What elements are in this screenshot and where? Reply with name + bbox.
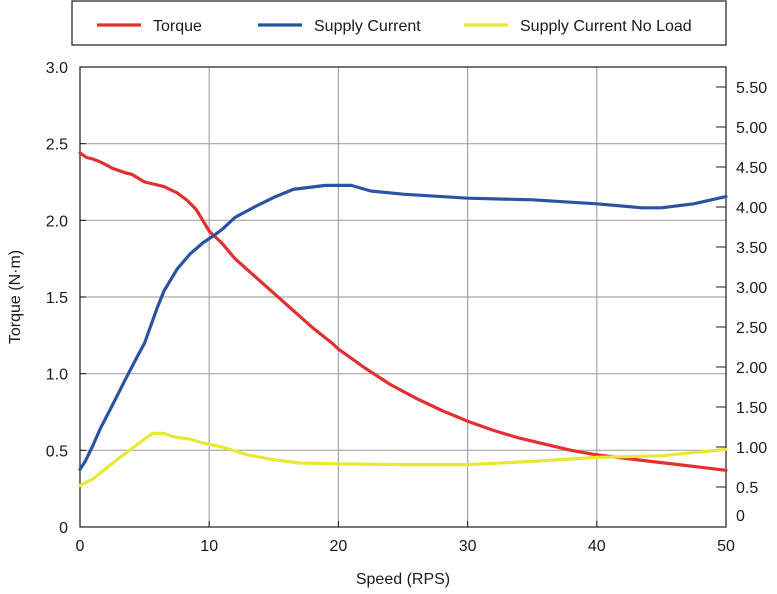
axes: 0 10 20 30 40 5000.51.01.52.02.53.000.51.001.… [46,60,767,555]
y-tick-label: 2.0 [46,213,68,230]
series-layer [78,151,728,487]
y-tick-label: 1.5 [46,290,68,307]
legend: Torque Supply Current Supply Current No Lo… [71,0,727,46]
y2-tick-label: 4.50 [736,160,767,177]
legend-box [71,0,727,46]
series-line-torque [78,151,728,472]
x-tick-label: 50 [717,538,735,555]
x-axis-title: Speed (RPS) [356,571,450,588]
x-tick-label: 40 [588,538,606,555]
x-tick-label: 0 [76,538,85,555]
y-tick-label: 1.0 [46,367,68,384]
y2-tick-label: 2.50 [736,320,767,337]
legend-label-supply-current-no-load: Supply Current No Load [520,18,692,35]
y2-tick-label: 2.00 [736,360,767,377]
y2-tick-label: 4.00 [736,200,767,217]
y-tick-label: 0 [59,520,68,537]
x-tick-label: 10 [200,538,218,555]
y2-tick-label: 0 [736,508,745,525]
y-tick-label: 0.5 [46,443,68,460]
y-axis-title: Torque (N·m) [7,250,24,344]
y-tick-label: 2.5 [46,137,68,154]
x-tick-label: 30 [459,538,477,555]
y2-tick-label: 5.50 [736,80,767,97]
y2-tick-label: 0.5 [736,480,758,497]
legend-label-supply-current: Supply Current [314,18,421,35]
y-tick-label: 3.0 [46,60,68,77]
y2-tick-label: 3.00 [736,280,767,297]
y2-tick-label: 5.00 [736,120,767,137]
grid [80,67,726,527]
series-line-supply-current-no-load [78,431,728,487]
y2-tick-label: 1.50 [736,400,767,417]
legend-label-torque: Torque [153,18,202,35]
series-line-supply-current [78,183,728,471]
x-tick-label: 20 [330,538,348,555]
y2-tick-label: 3.50 [736,240,767,257]
y2-tick-label: 1.00 [736,440,767,457]
